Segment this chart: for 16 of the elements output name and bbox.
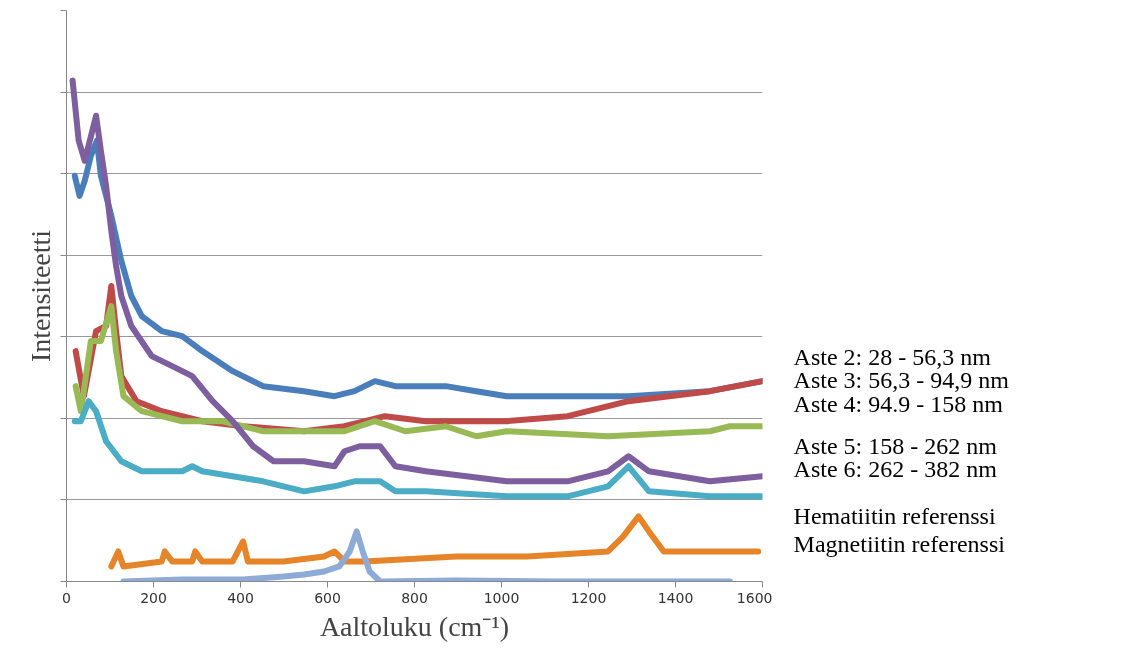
series-label: Aste 2: 28 - 56,3 nm [793, 343, 992, 370]
x-tick-label: 1200 [570, 589, 607, 606]
x-axis-title: Aaltoluku (cm⁻¹) [319, 610, 510, 642]
series-label: Aste 5: 158 - 262 nm [793, 432, 998, 459]
x-tick-label: 1400 [657, 589, 694, 606]
x-tick-label: 0 [62, 589, 71, 606]
x-tick-label: 1000 [483, 589, 520, 606]
series-label: Aste 6: 262 - 382 nm [793, 456, 998, 483]
x-tick-label: 800 [401, 589, 428, 606]
series-label: Hematiitin referenssi [793, 503, 996, 530]
x-tick-label: 600 [314, 589, 341, 606]
y-axis-title: Intensiteetti [24, 229, 56, 363]
x-tick-label: 200 [140, 589, 167, 606]
x-tick-label: 400 [227, 589, 254, 606]
text: Magnetiitin referenssi [793, 531, 1006, 558]
x-tick-label: 1600 [736, 589, 773, 606]
